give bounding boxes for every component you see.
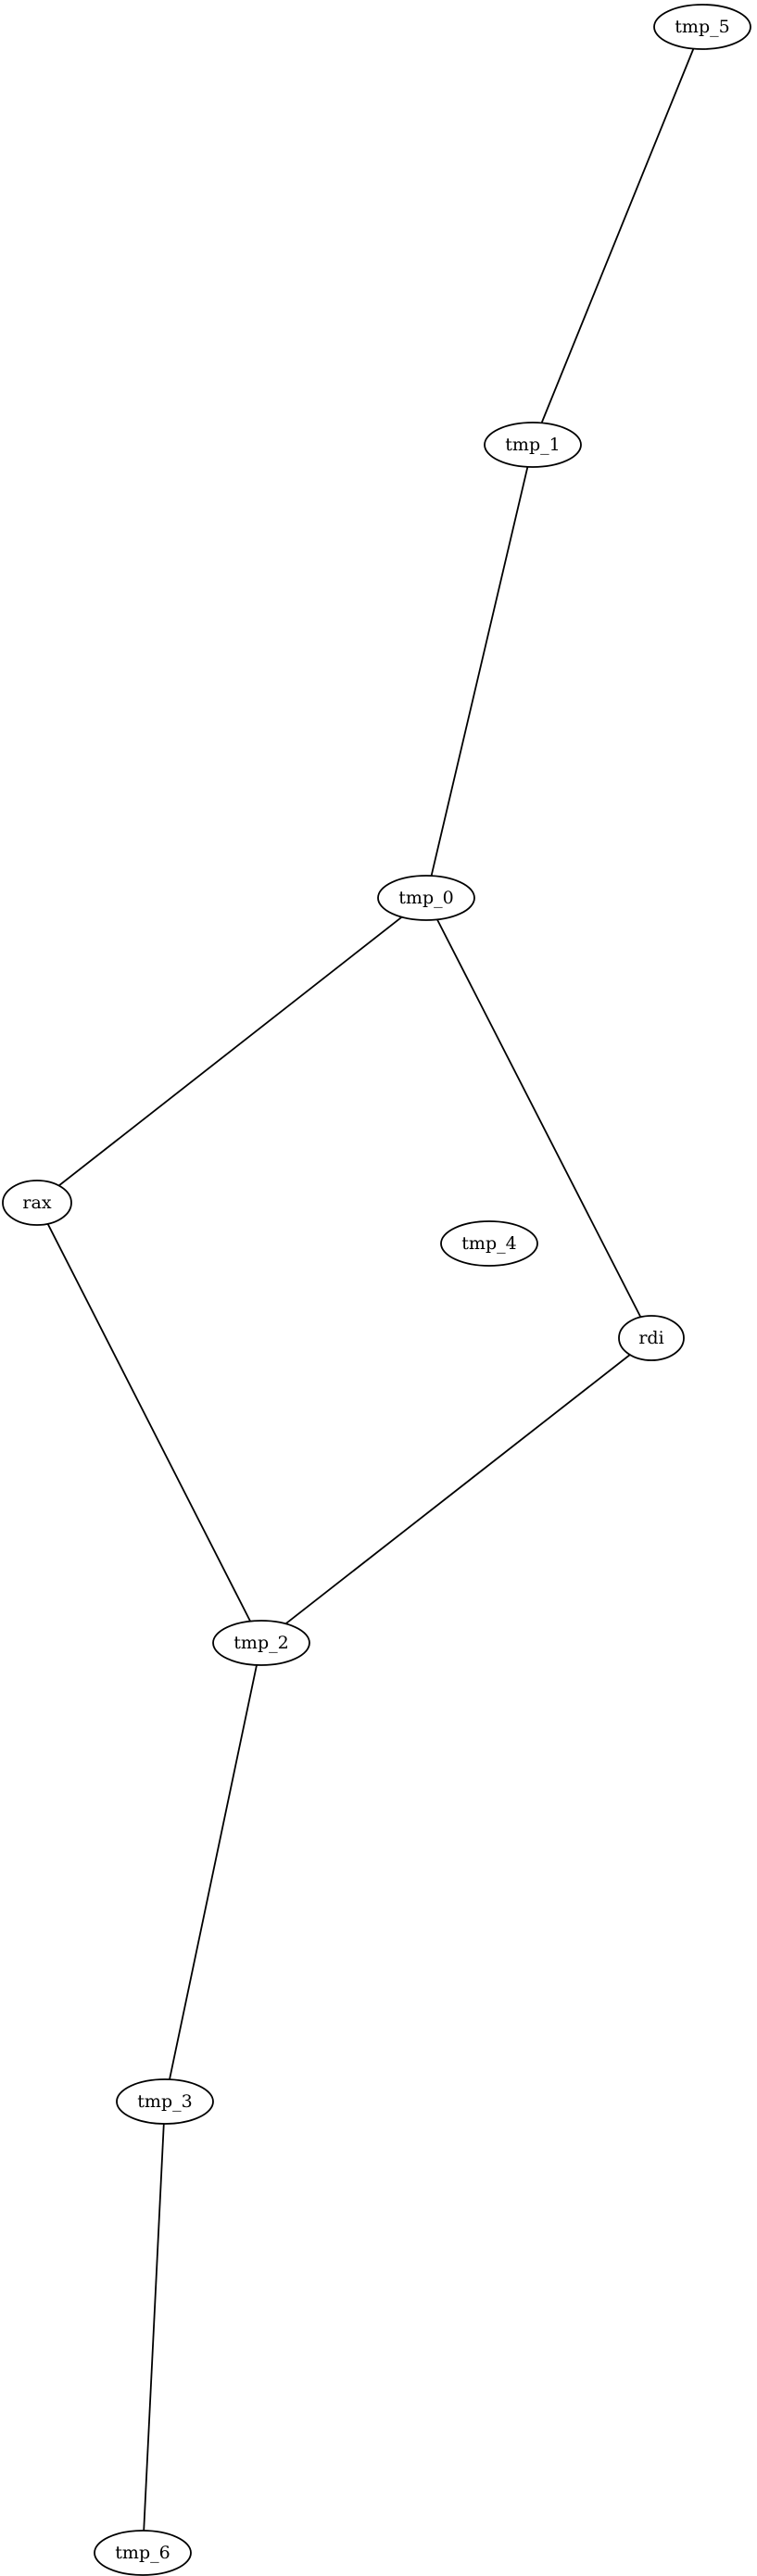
edge-rax-tmp_2 bbox=[46, 1223, 251, 1623]
edges-layer bbox=[46, 48, 695, 2532]
node-rax: rax bbox=[2, 1180, 72, 1226]
edge-tmp_1-tmp_0 bbox=[430, 466, 529, 877]
edge-tmp_2-tmp_3 bbox=[169, 1664, 258, 2080]
node-label-tmp_1: tmp_1 bbox=[505, 435, 560, 455]
node-label-rdi: rdi bbox=[638, 1328, 663, 1348]
node-ellipse-tmp_1 bbox=[484, 422, 582, 468]
node-tmp_2: tmp_2 bbox=[212, 1620, 310, 1666]
edge-tmp_0-rdi bbox=[436, 918, 642, 1318]
node-tmp_3: tmp_3 bbox=[116, 2078, 214, 2125]
node-rdi: rdi bbox=[618, 1315, 685, 1361]
node-ellipse-tmp_6 bbox=[94, 2530, 192, 2576]
node-ellipse-rax bbox=[2, 1180, 72, 1226]
node-ellipse-tmp_5 bbox=[653, 4, 751, 50]
node-label-rax: rax bbox=[22, 1193, 51, 1213]
node-ellipse-tmp_4 bbox=[440, 1220, 538, 1267]
edge-tmp_0-rax bbox=[58, 915, 403, 1187]
edge-tmp_3-tmp_6 bbox=[143, 2123, 165, 2532]
node-tmp_1: tmp_1 bbox=[484, 422, 582, 468]
node-label-tmp_0: tmp_0 bbox=[398, 888, 453, 908]
node-tmp_5: tmp_5 bbox=[653, 4, 751, 50]
node-label-tmp_2: tmp_2 bbox=[233, 1633, 288, 1653]
node-label-tmp_6: tmp_6 bbox=[115, 2543, 170, 2563]
node-tmp_6: tmp_6 bbox=[94, 2530, 192, 2576]
node-ellipse-rdi bbox=[618, 1315, 685, 1361]
node-ellipse-tmp_2 bbox=[212, 1620, 310, 1666]
node-ellipse-tmp_3 bbox=[116, 2078, 214, 2125]
node-tmp_0: tmp_0 bbox=[377, 875, 475, 921]
node-ellipse-tmp_0 bbox=[377, 875, 475, 921]
edge-rdi-tmp_2 bbox=[284, 1354, 631, 1625]
node-label-tmp_5: tmp_5 bbox=[675, 17, 729, 37]
node-label-tmp_4: tmp_4 bbox=[461, 1233, 516, 1254]
edge-tmp_5-tmp_1 bbox=[540, 48, 695, 423]
node-tmp_4: tmp_4 bbox=[440, 1220, 538, 1267]
node-label-tmp_3: tmp_3 bbox=[137, 2091, 192, 2112]
